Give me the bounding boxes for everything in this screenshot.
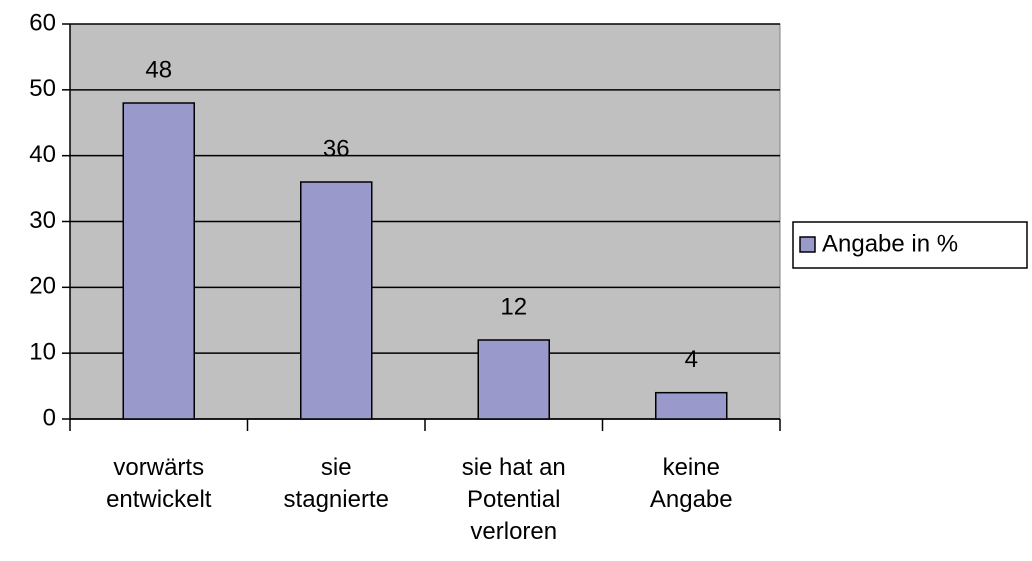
x-tick-label: vorwärts entwickelt: [106, 454, 212, 513]
legend-box: [792, 221, 1028, 269]
value-label: 48: [145, 56, 172, 83]
y-tick-label: 30: [29, 207, 56, 234]
bar: [477, 339, 550, 420]
y-tick-label: 40: [29, 141, 56, 168]
value-label: 12: [500, 293, 527, 320]
y-tick-label: 60: [29, 9, 56, 36]
y-tick-label: 0: [43, 404, 56, 431]
value-label: 36: [323, 135, 350, 162]
x-tick-label: sie stagnierte: [283, 454, 389, 513]
bar: [122, 102, 195, 420]
y-tick-label: 20: [29, 273, 56, 300]
value-label: 4: [685, 346, 698, 373]
bar: [655, 391, 728, 420]
y-tick-label: 10: [29, 339, 56, 366]
bar: [300, 181, 373, 420]
y-tick-label: 50: [29, 75, 56, 102]
x-tick-label: keine Angabe: [649, 454, 733, 513]
x-tick-label: sie hat an Potential verloren: [461, 454, 566, 545]
legend-label: Angabe in %: [822, 230, 958, 257]
legend-swatch: [799, 236, 816, 253]
